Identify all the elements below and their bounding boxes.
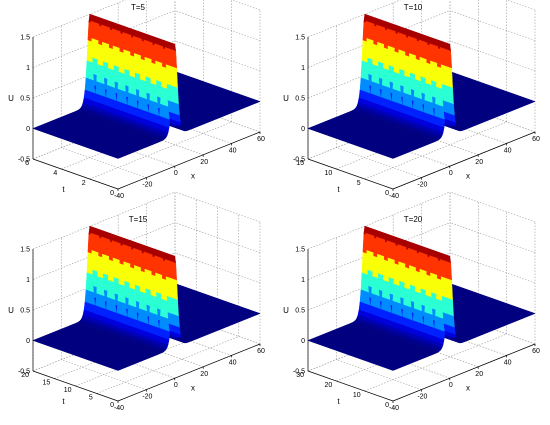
- t-tick-label: 2: [82, 180, 86, 187]
- chart-title: T=10: [404, 3, 423, 12]
- x-tick-label: -40: [114, 193, 124, 200]
- grid-line: [505, 0, 536, 11]
- x-tick-label: 0: [449, 170, 453, 177]
- z-tick-label: -0.5: [18, 369, 30, 376]
- chart-title: T=5: [131, 3, 146, 12]
- z-axis-label: U: [8, 306, 14, 315]
- chart-title: T=15: [129, 215, 148, 224]
- grid-line: [174, 252, 261, 284]
- t-axis-label: t: [62, 185, 65, 194]
- t-axis-label: t: [337, 185, 340, 194]
- x-tick-label: -40: [389, 193, 399, 200]
- grid-line: [61, 147, 147, 178]
- x-axis-label: x: [191, 172, 195, 181]
- t-tick-label: 15: [42, 380, 50, 387]
- x-axis-label: x: [191, 384, 195, 393]
- z-tick-label: 1.5: [295, 35, 305, 42]
- x-tick-label: -20: [142, 182, 152, 189]
- grid-line: [174, 10, 261, 41]
- z-tick-label: 0: [26, 338, 30, 345]
- z-tick-label: 1: [301, 65, 305, 72]
- t-tick-label: 0: [385, 190, 389, 197]
- surface: [307, 13, 536, 159]
- x-tick-label: 20: [200, 371, 208, 378]
- surface: [32, 13, 261, 159]
- x-tick-label: 40: [229, 359, 237, 366]
- t-axis-line: [32, 158, 119, 190]
- x-tick-label: 20: [475, 159, 483, 166]
- surface: [32, 225, 261, 371]
- x-tick-label: 20: [200, 159, 208, 166]
- x-tick-label: -20: [417, 182, 427, 189]
- t-tick-label: 10: [64, 387, 72, 394]
- z-tick-label: 0.5: [20, 308, 30, 315]
- surface: [307, 225, 536, 371]
- t-tick-label: 4: [53, 170, 57, 177]
- x-axis-label: x: [466, 172, 470, 181]
- z-tick-label: 0: [301, 126, 305, 133]
- t-axis-label: t: [62, 397, 65, 406]
- t-tick-label: 0: [110, 402, 114, 409]
- z-axis-label: U: [283, 94, 289, 103]
- x-axis-line: [117, 131, 261, 190]
- x-tick-label: -40: [114, 405, 124, 412]
- z-axis-label: U: [8, 94, 14, 103]
- grid-line: [449, 222, 536, 253]
- grid-line: [449, 40, 536, 72]
- x-tick-label: 60: [257, 136, 265, 143]
- grid-line: [449, 10, 536, 41]
- z-tick-label: 1.5: [20, 35, 30, 42]
- z-tick-label: -0.5: [293, 157, 305, 164]
- z-tick-label: -0.5: [18, 157, 30, 164]
- x-tick-label: -20: [142, 394, 152, 401]
- x-tick-label: 40: [229, 147, 237, 154]
- z-tick-label: 1: [26, 277, 30, 284]
- t-tick-label: 5: [357, 180, 361, 187]
- x-tick-label: 0: [174, 170, 178, 177]
- z-tick-label: 1: [26, 65, 30, 72]
- x-tick-label: 60: [532, 136, 540, 143]
- t-tick-label: 5: [89, 395, 93, 402]
- grid-line: [174, 40, 261, 72]
- grid-line: [449, 252, 536, 284]
- x-tick-label: 0: [174, 382, 178, 389]
- z-tick-label: 1.5: [20, 247, 30, 254]
- t-tick-label: 10: [325, 170, 333, 177]
- t-tick-label: 0: [110, 190, 114, 197]
- z-tick-label: 0.5: [295, 96, 305, 103]
- grid-line: [449, 191, 536, 223]
- z-tick-label: 0: [26, 126, 30, 133]
- z-tick-label: 0.5: [20, 96, 30, 103]
- x-tick-label: 40: [504, 147, 512, 154]
- grid-line: [230, 0, 261, 11]
- x-tick-label: 60: [257, 348, 265, 355]
